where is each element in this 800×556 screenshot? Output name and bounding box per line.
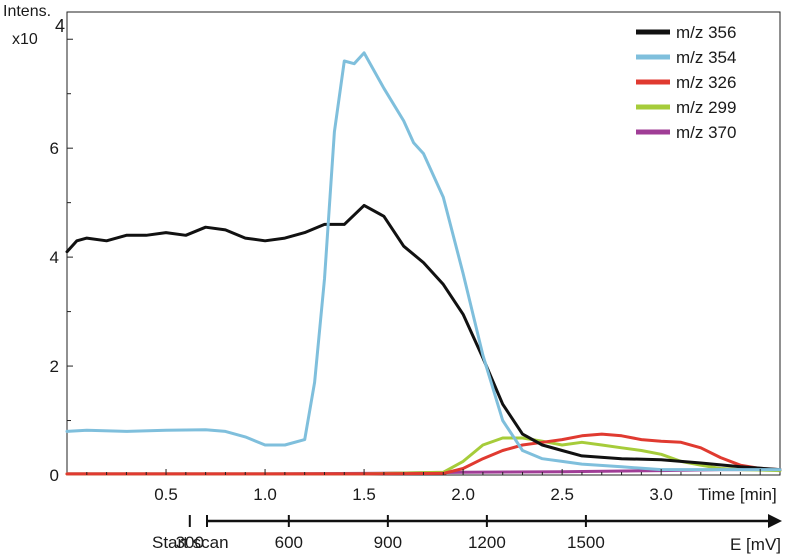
- series-line-m-z-356: [65, 203, 782, 472]
- legend-label: m/z 354: [676, 48, 736, 67]
- potential-tick-label: 1500: [567, 533, 605, 552]
- y-tick-label: 4: [50, 248, 59, 267]
- plot-border: [66, 11, 781, 476]
- potential-tick-label: 900: [374, 533, 402, 552]
- y-axis: 0 2 4 6: [50, 38, 73, 485]
- series-line-m-z-326: [65, 432, 782, 476]
- y-axis-scale: x10: [12, 31, 38, 48]
- x-tick-label: 2.5: [550, 485, 574, 504]
- x-tick-label: 2.0: [451, 485, 475, 504]
- y-tick-label: 6: [50, 139, 59, 158]
- x-tick-label: 1.5: [352, 485, 376, 504]
- legend-label: m/z 299: [676, 98, 736, 117]
- x-tick-label: 1.0: [253, 485, 277, 504]
- y-axis-label: Intens.: [3, 3, 51, 20]
- potential-axis: 300 600 900 1200 1500: [176, 514, 782, 552]
- x-axis: 0.5 1.0 1.5 2.0 2.5 3.0: [86, 469, 761, 504]
- y-tick-label: 0: [50, 466, 59, 485]
- y-tick-label: 2: [50, 357, 59, 376]
- x-tick-label: 3.0: [649, 485, 673, 504]
- x-axis-label: Time [min]: [698, 485, 777, 504]
- series-line-m-z-354: [65, 51, 782, 472]
- potential-axis-label: E [mV]: [730, 535, 781, 554]
- potential-tick-label: 300: [176, 533, 204, 552]
- potential-tick-label: 1200: [468, 533, 506, 552]
- potential-axis-arrow: [768, 514, 782, 528]
- series-layer: [65, 51, 782, 476]
- y-axis-scale-exponent: 4: [55, 16, 65, 36]
- legend: m/z 356 m/z 354 m/z 326 m/z 299 m/z 370: [636, 23, 736, 142]
- legend-label: m/z 370: [676, 123, 736, 142]
- legend-label: m/z 356: [676, 23, 736, 42]
- potential-tick-label: 600: [275, 533, 303, 552]
- x-tick-label: 0.5: [154, 485, 178, 504]
- potential-start-label: Start scan: [152, 533, 229, 552]
- legend-label: m/z 326: [676, 73, 736, 92]
- plot-frame: [66, 11, 781, 476]
